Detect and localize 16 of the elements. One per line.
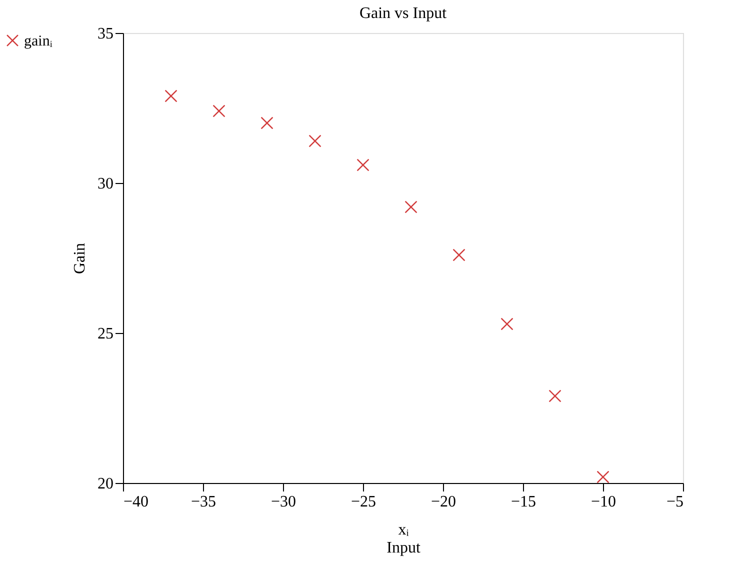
y-tick-label: 25	[98, 326, 114, 342]
x-tick-label: −40	[124, 494, 149, 510]
y-tick-label: 35	[98, 26, 114, 42]
x-axis-title: xᵢ Input	[386, 522, 421, 556]
y-tick-label: 30	[98, 176, 114, 192]
x-tick-label: −5	[666, 494, 684, 510]
x-tick-label: −25	[350, 494, 376, 510]
x-tick-label: −20	[430, 494, 456, 510]
x-tick-label: −35	[190, 494, 216, 510]
y-tick-label: 20	[98, 476, 114, 492]
x-tick-label: −30	[270, 494, 296, 510]
chart-title: Gain vs Input	[359, 5, 448, 22]
legend-label: gainᵢ	[24, 34, 53, 50]
x-tick-label: −10	[590, 494, 616, 510]
y-axis-title: Gain	[72, 242, 88, 274]
x-tick-label: −15	[510, 494, 536, 510]
